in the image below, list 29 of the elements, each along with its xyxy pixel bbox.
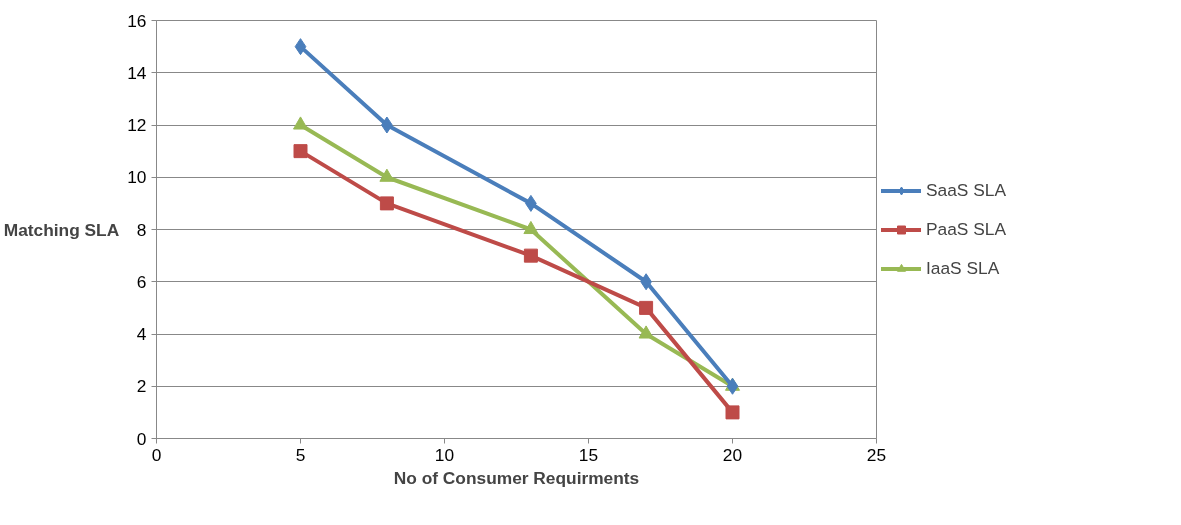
y-tick-label: 6: [136, 271, 147, 292]
point: [293, 144, 308, 159]
y-tick-label: 8: [136, 219, 147, 240]
point: [523, 248, 538, 263]
x-tick-label: 0: [151, 444, 162, 465]
y-tick-label: 16: [127, 10, 147, 31]
y-tick-label: 14: [127, 62, 147, 83]
point: [638, 325, 654, 339]
x-axis-title: No of Consumer Requirments: [393, 467, 640, 488]
x-tick-label: 10: [434, 444, 455, 465]
y-tick-label: 2: [136, 376, 147, 397]
point: [294, 38, 307, 56]
legend-label: SaaS SLA: [926, 179, 1006, 201]
legend-label: IaaS SLA: [926, 257, 1000, 279]
point: [523, 220, 539, 235]
y-tick-label: 10: [127, 167, 147, 188]
legend-label: PaaS SLA: [926, 218, 1006, 240]
x-tick-label: 25: [866, 444, 887, 465]
point: [726, 377, 739, 395]
y-tick-label: 12: [127, 115, 147, 135]
x-tick-label: 20: [722, 444, 743, 465]
y-axis-title: Matching SLA: [3, 219, 120, 240]
x-tick-label: 5: [295, 444, 306, 465]
point: [725, 405, 740, 420]
x-tick-label: 15: [578, 444, 599, 465]
y-tick-label: 0: [136, 428, 147, 449]
point: [379, 196, 394, 211]
point: [639, 300, 654, 315]
y-tick-label: 4: [136, 324, 147, 344]
